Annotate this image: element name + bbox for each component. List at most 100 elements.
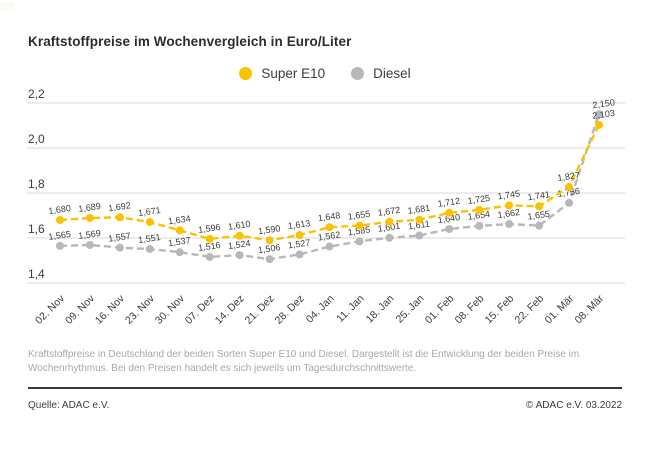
x-tick-label: 04. Jan (304, 293, 337, 326)
value-label: 1,680 (48, 203, 72, 216)
value-label: 2,150 (592, 97, 616, 110)
data-point (85, 213, 94, 222)
value-label: 1,692 (108, 200, 132, 213)
value-label: 1,741 (527, 189, 551, 202)
super-e10-dot-icon (239, 67, 253, 80)
value-label: 1,537 (168, 235, 192, 248)
x-tick-label: 25. Jan (394, 293, 427, 326)
y-tick-label: 1,4 (28, 267, 45, 281)
value-label: 1,613 (287, 218, 311, 231)
diesel-dot-icon (351, 67, 365, 80)
copyright-label: © ADAC e.V. 03.2022 (526, 400, 622, 411)
x-tick-label: 01. Mär (543, 292, 577, 326)
x-tick-label: 18. Jan (364, 293, 397, 326)
legend-item-diesel: Diesel (351, 66, 411, 81)
value-label: 1,655 (527, 209, 551, 222)
value-label: 1,756 (557, 186, 581, 199)
value-label: 1,524 (227, 238, 251, 251)
data-point (415, 215, 424, 224)
x-tick-label: 21. Dez (243, 293, 277, 327)
chart-title: Kraftstoffpreise im Wochenvergleich in E… (28, 34, 352, 49)
value-label: 1,655 (347, 209, 371, 222)
data-point (325, 223, 334, 232)
value-label: 1,611 (407, 219, 430, 232)
value-label: 1,585 (347, 224, 371, 237)
legend-label-super-e10: Super E10 (261, 66, 326, 81)
value-label: 2,103 (592, 108, 616, 121)
legend-item-super-e10: Super E10 (239, 66, 325, 81)
data-point (595, 110, 603, 119)
series-diesel: 1,565 1,569 1,557 1,551 1,537 1,516 1,524 1,506… (48, 97, 616, 264)
data-point (295, 231, 304, 240)
value-label: 1,672 (377, 205, 401, 218)
value-label: 1,634 (168, 213, 192, 226)
data-point (115, 213, 124, 222)
value-label: 1,569 (78, 228, 102, 241)
data-point (145, 245, 154, 254)
data-point (145, 218, 154, 227)
value-label: 1,745 (497, 188, 521, 201)
value-label: 1,596 (197, 222, 221, 235)
data-point (505, 220, 514, 229)
value-label: 1,601 (377, 221, 401, 234)
x-tick-label: 09. Nov (63, 292, 98, 327)
data-point (56, 241, 64, 250)
data-point (385, 233, 394, 242)
data-point (595, 120, 603, 129)
data-point (475, 205, 484, 214)
data-point (355, 221, 364, 230)
chart-description: Kraftstoffpreise in Deutschland der beid… (28, 349, 580, 374)
value-label: 1,610 (227, 219, 251, 232)
data-point (385, 217, 394, 226)
value-label: 1,506 (257, 242, 281, 255)
x-tick-label: 28. Dez (273, 293, 307, 327)
value-label: 1,590 (257, 223, 281, 236)
data-point (205, 252, 214, 261)
source-label: Quelle: ADAC e.V. (28, 400, 110, 411)
data-point (535, 221, 544, 230)
value-label: 1,527 (287, 237, 311, 250)
data-point (445, 225, 454, 233)
data-point (535, 202, 544, 211)
data-point (265, 255, 274, 264)
value-label: 1,562 (317, 230, 341, 243)
value-label: 1,662 (497, 207, 521, 220)
data-point (475, 221, 484, 230)
data-point (175, 226, 184, 235)
x-tick-label: 02. Nov (33, 292, 68, 327)
data-point (565, 182, 574, 191)
source-row: Quelle: ADAC e.V. © ADAC e.V. 03.2022 (28, 400, 622, 411)
corner-artifact (0, 2, 15, 11)
x-tick-label: 14. Dez (213, 293, 247, 327)
data-point (505, 201, 514, 210)
value-label: 1,654 (467, 209, 491, 222)
data-point (115, 243, 124, 252)
x-tick-label: 15. Feb (483, 293, 517, 327)
value-label: 1,557 (108, 231, 132, 244)
x-tick-label: 08. Mär (572, 292, 606, 326)
data-point (56, 216, 64, 224)
data-point (85, 240, 94, 249)
x-tick-label: 11. Jan (334, 293, 366, 325)
chart-legend: Super E10 Diesel (0, 66, 650, 81)
data-point (565, 198, 574, 207)
data-point (445, 208, 454, 217)
x-tick-label: 30. Nov (153, 292, 188, 327)
data-point (295, 250, 304, 259)
value-label: 1,648 (317, 210, 341, 223)
y-tick-label: 2,2 (28, 87, 45, 101)
series-line (59, 124, 601, 242)
data-point (175, 248, 184, 257)
x-tick-label: 16. Nov (93, 292, 128, 327)
value-label: 1,827 (557, 170, 581, 183)
value-label: 1,689 (78, 201, 102, 214)
series-super-e10: 1,680 1,689 1,692 1,671 1,634 1,596 1,610 1,590… (48, 108, 616, 245)
data-point (415, 231, 424, 240)
data-point (235, 251, 244, 260)
data-point (205, 234, 214, 243)
x-tick-label: 22. Feb (513, 293, 547, 327)
value-label: 1,551 (138, 232, 162, 245)
value-label: 1,516 (197, 240, 221, 253)
legend-label-diesel: Diesel (373, 66, 411, 81)
